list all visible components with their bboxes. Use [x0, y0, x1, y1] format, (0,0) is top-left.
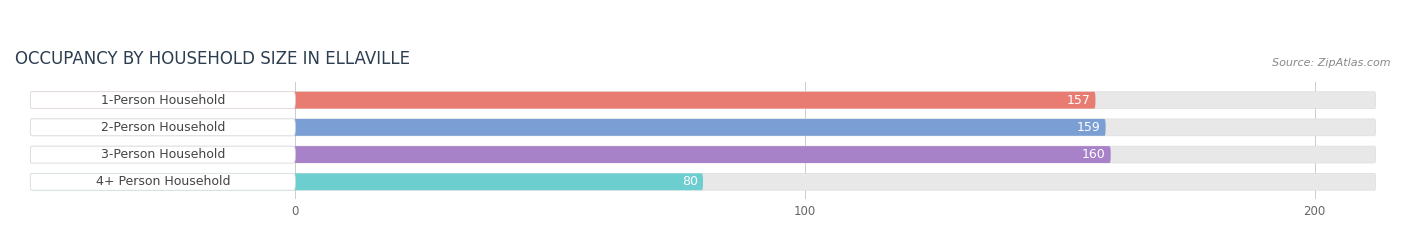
FancyBboxPatch shape: [31, 119, 1105, 136]
FancyBboxPatch shape: [31, 119, 295, 136]
FancyBboxPatch shape: [31, 146, 1111, 163]
FancyBboxPatch shape: [31, 173, 1375, 190]
Text: 157: 157: [1066, 94, 1090, 107]
FancyBboxPatch shape: [31, 92, 1375, 109]
Text: 1-Person Household: 1-Person Household: [101, 94, 225, 107]
Text: 160: 160: [1081, 148, 1105, 161]
Text: OCCUPANCY BY HOUSEHOLD SIZE IN ELLAVILLE: OCCUPANCY BY HOUSEHOLD SIZE IN ELLAVILLE: [15, 51, 411, 69]
FancyBboxPatch shape: [31, 119, 1375, 136]
Text: Source: ZipAtlas.com: Source: ZipAtlas.com: [1272, 58, 1391, 69]
FancyBboxPatch shape: [31, 173, 703, 190]
FancyBboxPatch shape: [31, 92, 1095, 109]
Text: 2-Person Household: 2-Person Household: [101, 121, 225, 134]
Text: 4+ Person Household: 4+ Person Household: [96, 175, 231, 188]
Text: 159: 159: [1077, 121, 1101, 134]
FancyBboxPatch shape: [31, 146, 295, 163]
FancyBboxPatch shape: [31, 146, 1375, 163]
Text: 3-Person Household: 3-Person Household: [101, 148, 225, 161]
FancyBboxPatch shape: [31, 173, 295, 190]
FancyBboxPatch shape: [31, 92, 295, 109]
Text: 80: 80: [682, 175, 697, 188]
